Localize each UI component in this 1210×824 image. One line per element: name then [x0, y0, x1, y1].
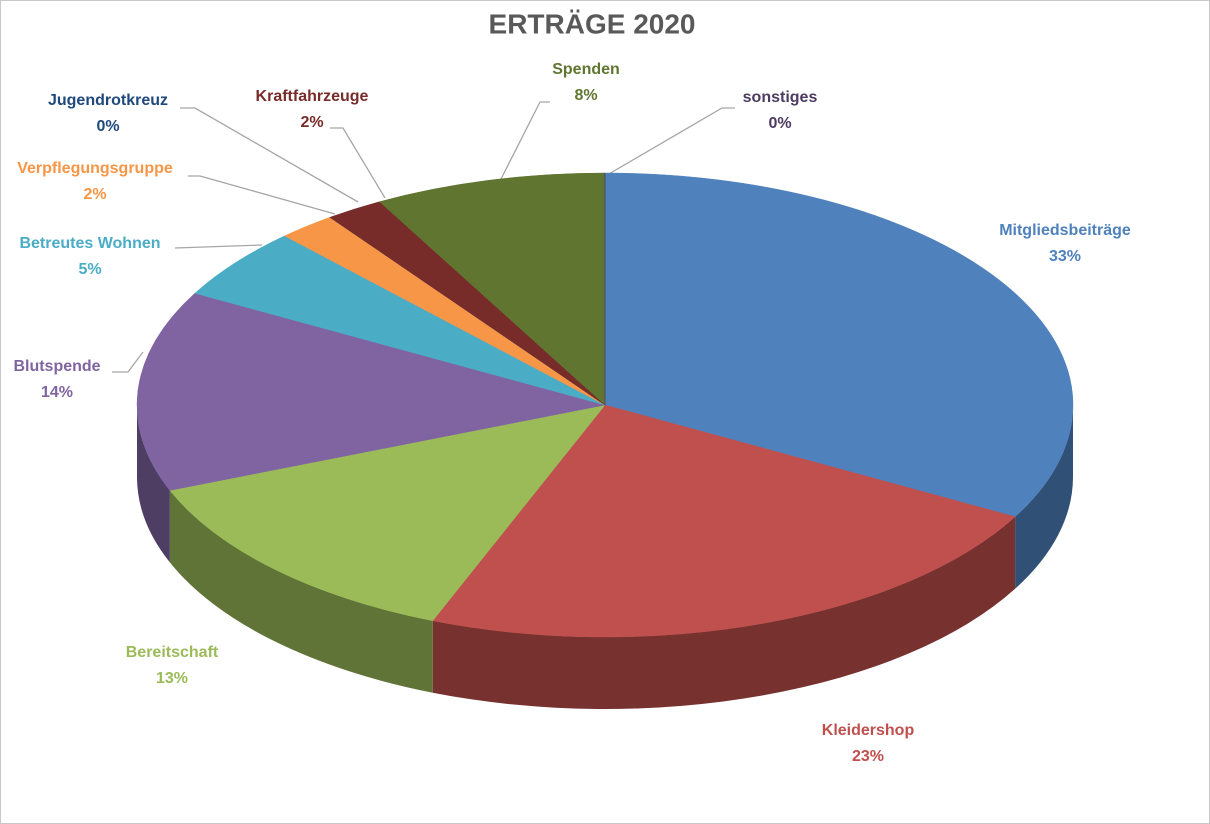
slice-label: Kleidershop [822, 722, 915, 739]
slice-side [1015, 405, 1073, 589]
slice-side [137, 405, 170, 563]
slice-value-label: 5% [78, 261, 101, 278]
chart-title: ERTRÄGE 2020 [489, 8, 696, 39]
pie-slice [379, 172, 606, 406]
slice-value-label: 13% [156, 670, 188, 687]
slice-value-label: 0% [768, 115, 791, 132]
leader-line [112, 351, 144, 373]
slice-side [169, 490, 433, 693]
pie-slice [604, 172, 1074, 518]
slice-value-label: 2% [83, 186, 106, 203]
leader-line [180, 107, 359, 203]
slice-label: Betreutes Wohnen [19, 235, 160, 252]
pie-slice [136, 292, 606, 491]
slice-side [432, 516, 1016, 710]
slice-value-label: 2% [300, 114, 323, 131]
leader-line [188, 175, 336, 215]
pie-slice [169, 404, 606, 621]
slice-label: Kraftfahrzeuge [256, 88, 369, 105]
slice-value-label: 33% [1049, 248, 1081, 265]
slice-label: Bereitschaft [126, 644, 219, 661]
leader-line [330, 127, 386, 199]
slice-value-label: 0% [96, 118, 119, 135]
slice-label: Blutspende [13, 358, 100, 375]
slice-label: Mitgliedsbeiträge [999, 222, 1131, 239]
leader-lines [112, 101, 735, 373]
slice-label: sonstiges [743, 89, 818, 106]
leader-line [174, 244, 263, 249]
pie-slice [194, 235, 606, 406]
leader-line [601, 107, 735, 179]
slice-value-label: 23% [852, 748, 884, 765]
slice-value-label: 8% [574, 87, 597, 104]
slice-label: Verpflegungsgruppe [17, 160, 173, 177]
slice-label: Spenden [552, 61, 620, 78]
slice-label: Jugendrotkreuz [48, 92, 168, 109]
pie-slice [432, 404, 1016, 638]
leader-line [499, 101, 550, 182]
slice-value-label: 14% [41, 384, 73, 401]
